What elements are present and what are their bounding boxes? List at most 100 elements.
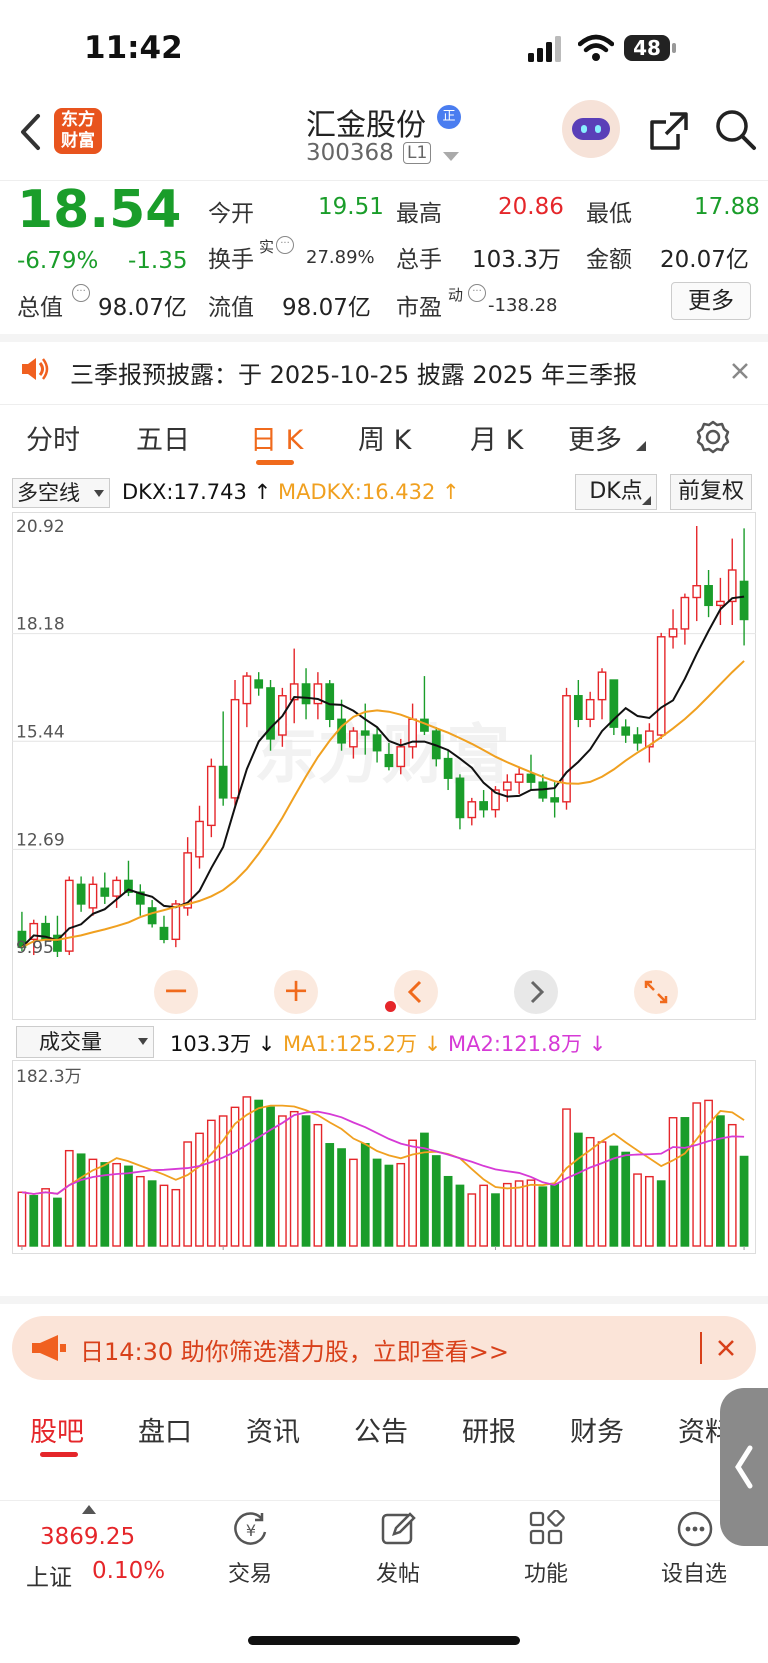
tab-news[interactable]: 资讯 — [246, 1417, 300, 1448]
volume-ma1-text: MA1:125.2万 — [283, 1032, 418, 1056]
zoom-in-button[interactable]: + — [274, 970, 318, 1014]
volume-bar — [147, 1180, 157, 1247]
trade-icon[interactable]: ¥ — [232, 1510, 270, 1548]
candle — [467, 801, 477, 819]
info-icon[interactable]: ··· — [276, 236, 294, 254]
more-button[interactable]: 更多 — [671, 282, 751, 320]
tab-more[interactable]: 更多 — [568, 425, 622, 456]
info-icon[interactable]: ··· — [72, 284, 90, 302]
volume-bar — [502, 1182, 512, 1247]
home-indicator — [248, 1636, 520, 1645]
tab-forum[interactable]: 股吧 — [30, 1417, 84, 1448]
function-label[interactable]: 功能 — [523, 1562, 568, 1587]
verified-badge: 正 — [437, 105, 461, 129]
app-logo[interactable]: 东方 财富 — [54, 108, 102, 154]
close-icon[interactable] — [730, 361, 750, 381]
index-percent[interactable]: 0.10% — [92, 1558, 166, 1584]
post-edit-icon[interactable] — [380, 1510, 418, 1548]
volume-value-text: 103.3万 — [170, 1032, 252, 1056]
candle — [443, 757, 453, 779]
index-value[interactable]: 3869.25 — [40, 1524, 136, 1550]
candle — [609, 679, 619, 728]
scroll-right-button[interactable] — [514, 970, 558, 1014]
volume-bar — [680, 1117, 690, 1247]
tab-daily-k[interactable]: 日 K — [250, 425, 304, 456]
volume-bar — [230, 1106, 240, 1247]
volume-ma2-text: MA2:121.8万 — [448, 1032, 583, 1056]
trade-label[interactable]: 交易 — [227, 1562, 272, 1587]
volume-bar — [633, 1173, 642, 1247]
price-axis-label: 18.18 — [16, 615, 65, 635]
tab-monthly-k[interactable]: 月 K — [470, 425, 524, 456]
volume-chart[interactable]: 182.3万 20250718 20250812 20250909 20251015 — [12, 1060, 756, 1254]
chevron-down-icon — [138, 1038, 148, 1045]
dkx-value: DKX:17.743 ↑ — [122, 480, 272, 504]
volume-bar — [491, 1193, 500, 1247]
stock-header: 东方 财富 汇金股份 正 300368 L1 — [0, 100, 768, 180]
tab-profile[interactable]: 资料 — [678, 1417, 720, 1448]
gear-icon[interactable] — [696, 420, 730, 454]
more-dots-icon[interactable] — [676, 1510, 714, 1548]
tab-order-book[interactable]: 盘口 — [138, 1417, 192, 1448]
candle — [266, 687, 275, 740]
volume-value: 103.3万 ↓ — [170, 1032, 276, 1056]
volume-bar — [727, 1123, 737, 1247]
candle — [621, 726, 631, 736]
close-icon[interactable] — [716, 1338, 736, 1358]
adjust-button[interactable]: 前复权 — [670, 474, 752, 510]
logo-text-1: 东方 — [61, 110, 95, 130]
megaphone-icon — [32, 1335, 66, 1361]
fullscreen-button[interactable] — [634, 970, 678, 1014]
active-tab-indicator — [40, 1452, 78, 1457]
scroll-left-button[interactable] — [394, 970, 438, 1014]
volume-bar — [88, 1158, 98, 1247]
last-price: 18.54 — [17, 180, 182, 240]
candlestick-chart[interactable]: 东方财富 20.92 18.18 15.44 12.69 9.95 — [12, 512, 756, 1020]
candle — [254, 679, 264, 689]
volume-bar — [692, 1102, 702, 1247]
indicator-selector[interactable]: 多空线 — [12, 478, 110, 508]
price-axis-label: 20.92 — [16, 517, 65, 537]
info-icon[interactable]: ··· — [468, 284, 486, 302]
tab-five-day[interactable]: 五日 — [136, 425, 190, 456]
tab-financials[interactable]: 财务 — [570, 1417, 624, 1448]
zoom-out-button[interactable]: − — [154, 970, 198, 1014]
candle — [668, 628, 678, 638]
watchlist-label[interactable]: 设自选 — [660, 1562, 727, 1587]
level-badge[interactable]: L1 — [403, 142, 432, 164]
candle — [242, 675, 252, 705]
back-icon[interactable] — [18, 112, 42, 152]
volume-ma1: MA1:125.2万 ↓ — [283, 1032, 442, 1056]
post-label[interactable]: 发帖 — [375, 1562, 420, 1587]
volume-bar — [100, 1162, 110, 1247]
turnover-sup: 实 — [259, 238, 275, 256]
amount-value: 20.07亿 — [660, 247, 749, 273]
pe-value: -138.28 — [488, 295, 558, 316]
volume-ma1-line — [21, 1104, 745, 1195]
search-icon[interactable] — [714, 108, 758, 154]
chevron-corner-icon — [642, 496, 651, 505]
price-axis-label: 15.44 — [16, 722, 65, 742]
volume-selector-label: 成交量 — [39, 1030, 102, 1054]
turnover-label: 换手 — [208, 247, 254, 273]
low-value: 17.88 — [694, 194, 760, 220]
candle — [53, 934, 62, 952]
active-tab-indicator — [256, 460, 294, 465]
index-name[interactable]: 上证 — [26, 1565, 72, 1591]
date-label: 20251015 — [654, 1252, 746, 1254]
chevron-down-icon[interactable] — [443, 152, 459, 162]
assistant-avatar[interactable] — [562, 100, 620, 158]
volume-bar — [443, 1175, 453, 1247]
share-icon[interactable] — [648, 110, 690, 152]
volume-selector[interactable]: 成交量 — [16, 1026, 154, 1058]
tab-intraday[interactable]: 分时 — [26, 425, 80, 456]
volume-bar — [76, 1153, 86, 1247]
promo-banner[interactable]: 日14:30 助你筛选潜力股，立即查看>> — [12, 1316, 756, 1380]
tab-announcements[interactable]: 公告 — [354, 1417, 408, 1448]
dk-point-button[interactable]: DK点 — [575, 474, 657, 510]
tab-weekly-k[interactable]: 周 K — [358, 425, 412, 456]
candle — [171, 903, 181, 941]
side-drawer-handle[interactable] — [720, 1388, 768, 1546]
function-grid-icon[interactable] — [528, 1510, 566, 1548]
tab-research[interactable]: 研报 — [462, 1417, 516, 1448]
